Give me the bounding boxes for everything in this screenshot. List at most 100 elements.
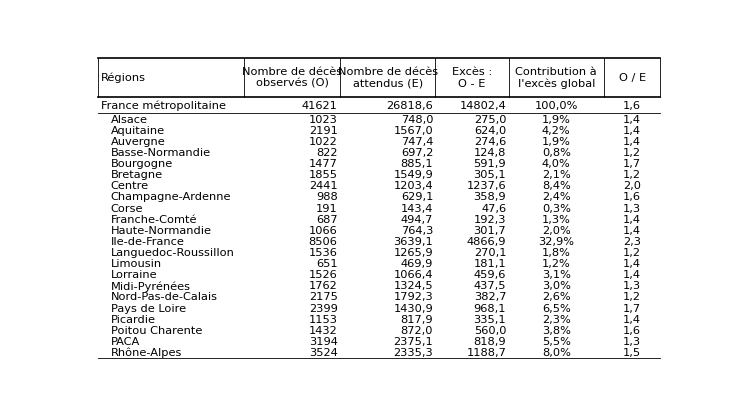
Text: 143,4: 143,4 <box>401 203 433 213</box>
Text: Bourgogne: Bourgogne <box>111 159 173 169</box>
Text: 1430,9: 1430,9 <box>394 303 433 313</box>
Text: 747,4: 747,4 <box>401 137 433 146</box>
Text: 1536: 1536 <box>309 247 337 257</box>
Text: 697,2: 697,2 <box>401 148 433 157</box>
Text: 274,6: 274,6 <box>474 137 506 146</box>
Text: 382,7: 382,7 <box>474 292 506 302</box>
Text: Basse-Normandie: Basse-Normandie <box>111 148 211 157</box>
Text: 1324,5: 1324,5 <box>394 281 433 291</box>
Text: 1,4: 1,4 <box>623 137 641 146</box>
Text: 1066: 1066 <box>309 225 337 235</box>
Text: 1762: 1762 <box>309 281 337 291</box>
Text: 687: 687 <box>316 214 337 224</box>
Text: 872,0: 872,0 <box>400 325 433 335</box>
Text: 0,8%: 0,8% <box>542 148 571 157</box>
Text: 1,6: 1,6 <box>623 101 641 111</box>
Text: 885,1: 885,1 <box>400 159 433 169</box>
Text: 1,7: 1,7 <box>623 159 642 169</box>
Text: 2175: 2175 <box>309 292 337 302</box>
Text: Champagne-Ardenne: Champagne-Ardenne <box>111 192 232 202</box>
Text: 3,1%: 3,1% <box>542 270 571 280</box>
Text: 1,9%: 1,9% <box>542 115 571 124</box>
Text: 1526: 1526 <box>309 270 337 280</box>
Text: 1022: 1022 <box>309 137 337 146</box>
Text: 1,4: 1,4 <box>623 214 641 224</box>
Text: 1,3: 1,3 <box>623 203 642 213</box>
Text: Excès :
O - E: Excès : O - E <box>452 67 492 89</box>
Text: 988: 988 <box>316 192 337 202</box>
Text: 1,9%: 1,9% <box>542 137 571 146</box>
Text: 494,7: 494,7 <box>401 214 433 224</box>
Text: 1,8%: 1,8% <box>542 247 571 257</box>
Text: 1855: 1855 <box>309 170 337 180</box>
Text: 1023: 1023 <box>309 115 337 124</box>
Text: Centre: Centre <box>111 181 149 191</box>
Text: 3639,1: 3639,1 <box>394 236 433 246</box>
Text: 4866,9: 4866,9 <box>467 236 506 246</box>
Text: 2191: 2191 <box>309 126 337 135</box>
Text: Rhône-Alpes: Rhône-Alpes <box>111 347 182 357</box>
Text: 1153: 1153 <box>309 314 337 324</box>
Text: 4,2%: 4,2% <box>542 126 571 135</box>
Text: Pays de Loire: Pays de Loire <box>111 303 186 313</box>
Text: Lorraine: Lorraine <box>111 270 158 280</box>
Text: 124,8: 124,8 <box>474 148 506 157</box>
Text: 459,6: 459,6 <box>474 270 506 280</box>
Text: Franche-Comté: Franche-Comté <box>111 214 198 224</box>
Text: France métropolitaine: France métropolitaine <box>101 101 226 111</box>
Text: 624,0: 624,0 <box>474 126 506 135</box>
Text: 1,7: 1,7 <box>623 303 642 313</box>
Text: 5,5%: 5,5% <box>542 336 571 346</box>
Text: 560,0: 560,0 <box>474 325 506 335</box>
Text: Contribution à
l'excès global: Contribution à l'excès global <box>516 67 597 89</box>
Text: 1,2: 1,2 <box>623 148 641 157</box>
Text: Alsace: Alsace <box>111 115 148 124</box>
Text: 818,9: 818,9 <box>474 336 506 346</box>
Text: 822: 822 <box>316 148 337 157</box>
Text: 0,3%: 0,3% <box>542 203 571 213</box>
Text: 14802,4: 14802,4 <box>460 101 506 111</box>
Text: Régions: Régions <box>101 73 146 83</box>
Text: 1,3: 1,3 <box>623 281 642 291</box>
Text: 32,9%: 32,9% <box>538 236 574 246</box>
Text: 100,0%: 100,0% <box>534 101 578 111</box>
Text: O / E: O / E <box>619 73 646 83</box>
Text: 1,4: 1,4 <box>623 270 641 280</box>
Text: 1237,6: 1237,6 <box>467 181 506 191</box>
Text: 437,5: 437,5 <box>474 281 506 291</box>
Text: 469,9: 469,9 <box>401 258 433 268</box>
Text: PACA: PACA <box>111 336 140 346</box>
Text: 2,3%: 2,3% <box>542 314 571 324</box>
Text: 1,4: 1,4 <box>623 258 641 268</box>
Text: 1,4: 1,4 <box>623 314 641 324</box>
Text: 358,9: 358,9 <box>474 192 506 202</box>
Text: 1,2: 1,2 <box>623 170 641 180</box>
Text: 764,3: 764,3 <box>401 225 433 235</box>
Text: 275,0: 275,0 <box>474 115 506 124</box>
Text: 2,1%: 2,1% <box>542 170 571 180</box>
Text: 1,3: 1,3 <box>623 336 642 346</box>
Text: 591,9: 591,9 <box>474 159 506 169</box>
Text: 1567,0: 1567,0 <box>394 126 433 135</box>
Text: 1066,4: 1066,4 <box>394 270 433 280</box>
Text: Limousin: Limousin <box>111 258 162 268</box>
Text: 1432: 1432 <box>309 325 337 335</box>
Text: 817,9: 817,9 <box>400 314 433 324</box>
Text: 1188,7: 1188,7 <box>466 347 506 357</box>
Text: 2335,3: 2335,3 <box>394 347 433 357</box>
Text: 2,4%: 2,4% <box>542 192 571 202</box>
Text: 26818,6: 26818,6 <box>386 101 433 111</box>
Text: 8,4%: 8,4% <box>542 181 571 191</box>
Text: Languedoc-Roussillon: Languedoc-Roussillon <box>111 247 235 257</box>
Text: 6,5%: 6,5% <box>542 303 571 313</box>
Text: 3194: 3194 <box>309 336 337 346</box>
Text: 270,1: 270,1 <box>474 247 506 257</box>
Text: 8,0%: 8,0% <box>542 347 571 357</box>
Text: Corse: Corse <box>111 203 144 213</box>
Text: Midi-Pyrénées: Midi-Pyrénées <box>111 281 191 291</box>
Text: 1,2%: 1,2% <box>542 258 571 268</box>
Text: 1,4: 1,4 <box>623 225 641 235</box>
Text: 3,0%: 3,0% <box>542 281 571 291</box>
Text: 1549,9: 1549,9 <box>394 170 433 180</box>
Text: 1203,4: 1203,4 <box>394 181 433 191</box>
